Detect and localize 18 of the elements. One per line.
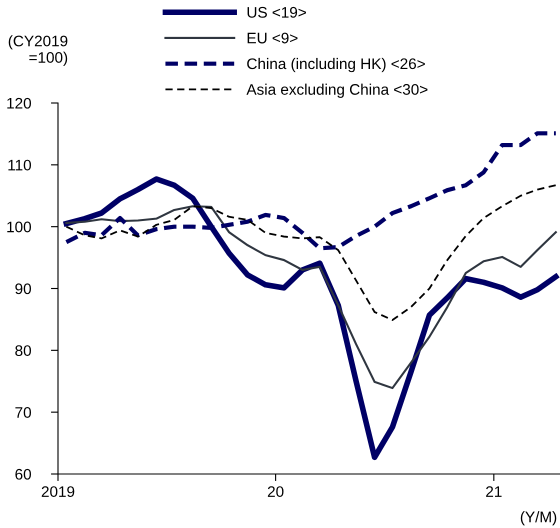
y-tick-label: 70 xyxy=(15,407,32,418)
y-tick-label: 100 xyxy=(7,222,32,232)
x-tick-label: 21 xyxy=(486,486,502,497)
y-tick-label: 110 xyxy=(8,160,32,171)
text: (Y/M) xyxy=(520,511,556,526)
y-tick-label: 90 xyxy=(15,283,32,294)
legend-label: EU <9> xyxy=(248,32,298,44)
x-tick-label: 2019 xyxy=(42,486,74,498)
line-series xyxy=(65,205,557,390)
legend-label: US <19> xyxy=(248,6,306,18)
legend-label: Asia excluding China <30> xyxy=(246,84,428,98)
x-tick-label: 20 xyxy=(268,486,284,498)
y-tick-label: 80 xyxy=(15,345,32,356)
y-tick-label: 120 xyxy=(7,98,32,109)
line-series xyxy=(65,184,557,321)
y-tick-label: 60 xyxy=(15,468,32,480)
legend-label: China (including HK) <26> xyxy=(247,58,425,72)
y-axis-title: (CY2019 =100) xyxy=(8,35,68,66)
